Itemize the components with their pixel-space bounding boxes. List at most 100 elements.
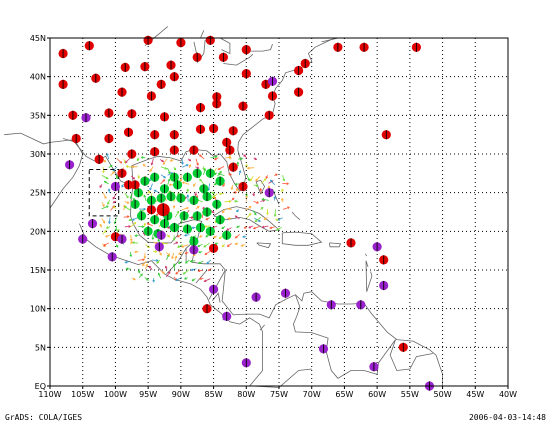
- wind-arrow: [183, 277, 188, 280]
- wind-arrow: [166, 252, 171, 256]
- wind-arrow: [178, 251, 183, 255]
- wind-arrow: [124, 225, 132, 228]
- wind-arrow: [160, 179, 166, 185]
- wind-arrow: [158, 251, 162, 256]
- wind-arrow: [115, 174, 119, 180]
- red-station: [346, 238, 356, 248]
- wind-arrow: [102, 192, 107, 199]
- wind-arrow: [246, 174, 250, 182]
- x-tick-label: 65W: [335, 390, 353, 399]
- coastline: [223, 53, 254, 66]
- wind-arrow: [199, 154, 205, 160]
- red-station: [150, 147, 160, 157]
- wind-arrow: [140, 156, 146, 159]
- wind-arrow: [151, 258, 159, 262]
- purple-station: [107, 252, 117, 262]
- red-station: [264, 110, 274, 120]
- wind-arrow: [123, 206, 131, 211]
- red-station: [241, 69, 251, 79]
- center-station: [156, 203, 170, 217]
- wind-arrow: [245, 206, 252, 211]
- wind-arrow: [222, 183, 226, 187]
- wind-arrow: [129, 234, 133, 242]
- coastline: [365, 253, 368, 257]
- x-tick-label: 70W: [303, 390, 321, 399]
- red-station: [228, 126, 238, 136]
- wind-arrow: [222, 208, 226, 214]
- wind-arrow: [282, 182, 290, 186]
- wind-arrow: [130, 221, 137, 228]
- wind-arrow: [193, 182, 196, 187]
- green-station: [222, 230, 232, 240]
- wind-arrow: [137, 258, 145, 262]
- coastline: [49, 139, 132, 187]
- green-station: [215, 215, 225, 225]
- red-station: [209, 123, 219, 134]
- red-station: [120, 62, 130, 72]
- wind-arrow: [138, 273, 143, 278]
- wind-arrow: [252, 226, 260, 230]
- wind-arrow: [253, 201, 260, 204]
- red-station: [300, 58, 310, 69]
- wind-arrow: [242, 235, 247, 238]
- red-station: [150, 130, 160, 140]
- green-station: [150, 172, 160, 182]
- wind-arrow: [149, 166, 154, 173]
- wind-arrow: [238, 157, 244, 161]
- wind-arrow: [143, 194, 147, 202]
- red-station: [91, 73, 101, 83]
- purple-station: [110, 181, 120, 192]
- wind-arrow: [252, 192, 255, 197]
- green-station: [192, 211, 202, 221]
- wind-arrow: [249, 175, 254, 182]
- wind-arrow: [179, 174, 183, 182]
- coastline: [79, 223, 264, 387]
- red-station: [169, 145, 179, 155]
- wind-arrow: [146, 222, 153, 227]
- wind-arrow: [235, 188, 240, 193]
- wind-arrow: [142, 260, 147, 267]
- x-tick-label: 60W: [368, 390, 386, 399]
- wind-arrow: [165, 265, 168, 270]
- wind-arrow: [210, 155, 218, 159]
- wind-arrow: [282, 206, 290, 210]
- wind-arrow: [187, 158, 192, 162]
- wind-arrow: [198, 250, 203, 254]
- wind-arrow: [204, 250, 211, 256]
- red-station: [117, 168, 127, 178]
- wind-arrow: [160, 166, 168, 170]
- wind-arrow: [191, 226, 196, 230]
- wind-arrow: [145, 263, 148, 270]
- wind-arrow: [121, 184, 124, 188]
- purple-station: [209, 284, 219, 294]
- wind-arrow: [124, 260, 131, 264]
- wind-arrow: [212, 193, 218, 199]
- red-station: [294, 65, 304, 76]
- green-station: [202, 191, 212, 202]
- red-station: [84, 41, 94, 51]
- wind-arrow: [261, 225, 269, 229]
- wind-arrow: [207, 268, 212, 272]
- red-station: [127, 109, 137, 119]
- red-station: [238, 101, 248, 111]
- wind-arrow: [166, 271, 171, 278]
- green-station: [189, 236, 199, 246]
- coastline: [219, 37, 231, 55]
- wind-arrow: [101, 201, 105, 208]
- wind-arrow: [149, 183, 153, 191]
- coastline: [200, 30, 205, 39]
- wind-arrow: [186, 194, 190, 202]
- wind-arrow: [124, 192, 129, 199]
- wind-arrow: [146, 191, 151, 194]
- wind-arrow: [269, 179, 275, 185]
- wind-arrow: [116, 158, 123, 164]
- wind-arrow: [218, 192, 225, 196]
- y-tick-label: 25N: [30, 189, 46, 198]
- wind-arrow: [252, 210, 257, 216]
- wind-arrow: [123, 215, 130, 219]
- y-tick-label: 20N: [30, 227, 46, 236]
- red-station: [176, 38, 186, 48]
- wind-arrow: [197, 243, 203, 248]
- coastline: [389, 339, 433, 371]
- wind-arrow: [102, 230, 107, 235]
